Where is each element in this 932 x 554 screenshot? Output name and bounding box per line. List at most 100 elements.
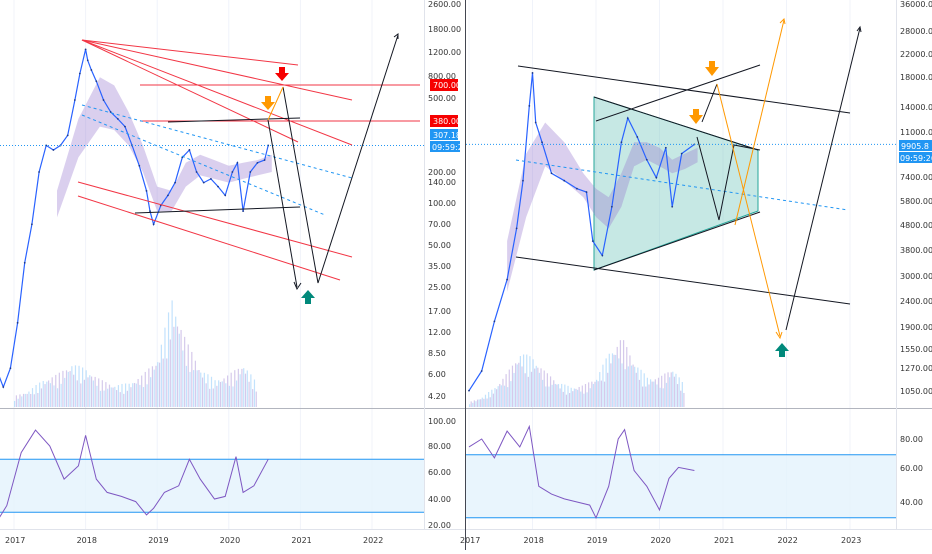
volume-bar — [573, 388, 575, 407]
black-trendline[interactable] — [595, 64, 761, 122]
orange-projection-line[interactable] — [716, 83, 781, 337]
price-point — [2, 386, 5, 388]
volume-bar — [607, 372, 609, 407]
volume-bar — [597, 381, 599, 407]
orange-projection-line[interactable] — [734, 19, 785, 226]
volume-bar — [69, 371, 71, 407]
blue-dashed-trendline[interactable] — [515, 159, 849, 211]
left-time-axis[interactable]: 2017 2018 2019 2020 2021 2022 — [5, 536, 383, 545]
volume-bar — [219, 381, 222, 407]
price-tag-700-bg — [430, 79, 458, 91]
price-axis-tick-label: 1800.00 — [428, 25, 461, 34]
right-volume-bars — [469, 340, 685, 407]
volume-bar — [678, 377, 680, 407]
volume-bar — [216, 385, 218, 407]
volume-bar — [248, 381, 250, 407]
volume-bar — [243, 368, 245, 407]
price-point — [217, 185, 219, 188]
volume-bar — [107, 388, 109, 407]
volume-bar — [237, 368, 239, 407]
volume-bar — [30, 393, 32, 407]
projection-line[interactable] — [701, 83, 718, 123]
orange-projection-line[interactable] — [267, 86, 284, 121]
price-point — [124, 125, 126, 128]
volume-bar — [497, 386, 499, 407]
volume-bar — [554, 383, 556, 407]
volume-bar — [635, 372, 637, 407]
triangle-lower-edge[interactable] — [593, 211, 761, 271]
last-price-tag: 307.18 — [433, 131, 461, 140]
volume-bar — [600, 380, 602, 407]
volume-bar — [151, 366, 154, 407]
volume-bar — [653, 381, 655, 407]
volume-bar — [130, 387, 132, 407]
right-trendline-drawings[interactable] — [515, 17, 862, 340]
volume-bar — [187, 344, 189, 407]
price-point — [256, 161, 259, 164]
rsi-axis-tick-label: 40.00 — [900, 498, 923, 507]
volume-bar — [33, 394, 35, 407]
arrowhead — [293, 281, 302, 291]
volume-bar — [205, 383, 207, 407]
red-trendline[interactable] — [81, 39, 353, 146]
red-trendline[interactable] — [81, 39, 353, 101]
volume-bar — [516, 364, 518, 407]
volume-bar — [150, 377, 152, 407]
volume-bar — [101, 380, 103, 407]
rsi-band — [466, 454, 896, 518]
black-channel-line[interactable] — [517, 65, 851, 114]
red-trendline[interactable] — [77, 181, 353, 258]
projection-line[interactable] — [785, 27, 861, 331]
price-axis-tick-label: 70.00 — [428, 220, 451, 229]
price-point — [152, 223, 155, 226]
blue-dashed-trendline[interactable] — [81, 114, 326, 216]
red-trendline[interactable] — [81, 39, 299, 66]
volume-bar — [184, 336, 186, 407]
price-tag-380: 380.00 — [433, 117, 461, 126]
volume-bar — [488, 392, 490, 407]
right-price-axis[interactable]: 36000.00 28000.00 22000.00 18000.00 14000.00… — [900, 0, 932, 396]
volume-bar — [252, 389, 254, 407]
price-point — [576, 187, 578, 190]
volume-bar — [605, 358, 607, 407]
price-point — [66, 134, 69, 137]
price-point — [174, 181, 177, 184]
price-point — [86, 59, 89, 62]
volume-bar — [557, 384, 560, 407]
price-axis-tick-label: 11000.00 — [900, 128, 932, 137]
volume-bar — [200, 372, 202, 407]
blue-dashed-trendline[interactable] — [81, 104, 353, 179]
right-time-axis[interactable]: 2017 2018 2019 2020 2021 2022 2023 — [460, 536, 861, 545]
black-channel-line[interactable] — [515, 256, 851, 305]
volume-bar — [133, 382, 136, 407]
volume-bar — [599, 372, 601, 407]
price-point — [23, 261, 26, 264]
triangle-upper-edge[interactable] — [593, 96, 759, 151]
volume-bar — [112, 387, 114, 407]
left-price-axis[interactable]: 2600.001800.001200.00800.00500.00200.001… — [428, 0, 461, 401]
projection-line[interactable] — [282, 34, 399, 284]
black-trendline[interactable] — [167, 117, 301, 123]
volume-bar — [664, 373, 666, 407]
red-trendline[interactable] — [77, 195, 341, 281]
projection-line[interactable] — [696, 136, 761, 221]
time-axis-tick-label: 2022 — [778, 536, 798, 545]
volume-bar — [478, 399, 480, 407]
price-point — [522, 179, 524, 182]
black-trendline[interactable] — [134, 206, 301, 214]
price-point — [636, 136, 639, 138]
volume-bar — [209, 388, 211, 407]
left-trendline-drawings[interactable] — [77, 33, 420, 291]
volume-bar — [499, 383, 501, 407]
price-point — [116, 117, 119, 120]
volume-bar — [148, 368, 150, 407]
red-trendline[interactable] — [81, 39, 299, 143]
volume-bar — [221, 381, 223, 407]
projection-line[interactable] — [267, 119, 298, 288]
price-point — [236, 161, 239, 164]
volume-bar — [526, 354, 528, 407]
countdown-tag-bg — [430, 141, 460, 152]
volume-bar — [484, 394, 487, 407]
last-price-tag-bg — [430, 129, 458, 140]
